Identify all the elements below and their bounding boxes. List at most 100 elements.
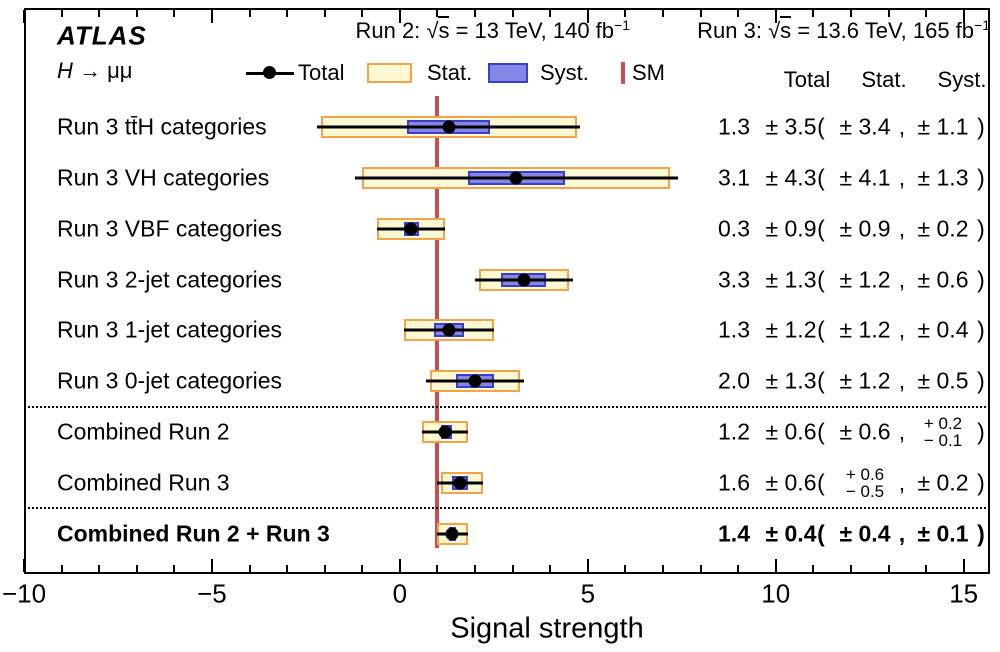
x-tick-top [286, 10, 289, 17]
x-tick-bottom [624, 565, 627, 572]
x-tick-bottom [23, 559, 25, 572]
syst-error-text: ± 0.1 [917, 520, 969, 547]
legend-total-label: Total [298, 60, 345, 85]
column-header-stat: Stat. [861, 67, 907, 92]
x-tick-top [98, 10, 101, 17]
legend-syst-label: Syst. [540, 60, 589, 85]
row-label: Combined Run 3 [57, 469, 230, 496]
x-tick-label: 15 [949, 578, 979, 609]
process-h: H [57, 58, 73, 83]
stat-error-text: ± 1.2 [839, 266, 891, 293]
paren-close: ) [977, 113, 985, 140]
row-label: Combined Run 2 + Run 3 [57, 520, 330, 547]
x-tick-bottom [699, 565, 702, 572]
comma: , [898, 418, 906, 445]
comma: , [898, 520, 906, 547]
paren-close: ) [977, 367, 985, 394]
x-tick-bottom [60, 565, 63, 572]
stat-error-text: ± 1.2 [839, 367, 891, 394]
x-tick-top [173, 10, 176, 17]
x-tick-top [962, 10, 965, 23]
value-text: 3.1 [718, 164, 750, 191]
x-tick-bottom [98, 565, 101, 572]
x-tick-bottom [173, 565, 176, 572]
x-tick-top [549, 10, 552, 17]
x-tick-top [135, 10, 138, 17]
value-text: 1.6 [718, 469, 750, 496]
x-tick-top [849, 10, 852, 17]
sqrt-icon: √ [426, 18, 439, 43]
x-tick-top [361, 10, 364, 17]
central-value-dot [442, 120, 456, 134]
legend-total-marker-dot [263, 66, 276, 79]
row-label: Run 3 VH categories [57, 164, 270, 191]
experiment-label: ATLAS [57, 20, 147, 51]
central-value-dot [438, 425, 452, 439]
paren-open: ( [817, 266, 825, 293]
process-decay: → μμ [72, 58, 133, 83]
stat-error-text: ± 3.4 [839, 113, 891, 140]
x-tick-bottom [248, 565, 251, 572]
stat-error-text: ± 0.9 [839, 215, 891, 242]
syst-error-text-asymmetric: + 0.2− 0.1 [923, 414, 963, 451]
x-tick-top [436, 10, 439, 17]
syst-error-text: ± 0.5 [917, 367, 969, 394]
paren-close: ) [977, 164, 985, 191]
total-error-text: ± 3.5 [765, 113, 817, 140]
total-error-text: ± 0.6 [765, 469, 817, 496]
value-text: 3.3 [718, 266, 750, 293]
syst-error-text: ± 0.6 [917, 266, 969, 293]
paren-open: ( [817, 316, 825, 343]
group-separator [24, 405, 990, 408]
central-value-dot [453, 476, 467, 490]
value-text: 2.0 [718, 367, 750, 394]
paren-open: ( [817, 367, 825, 394]
row-label: Run 3 2-jet categories [57, 266, 283, 293]
paren-close: ) [977, 520, 985, 547]
column-header-total: Total [783, 67, 831, 92]
x-tick-bottom [210, 559, 213, 572]
comma: , [898, 367, 906, 394]
stat-error-text-asymmetric: + 0.6− 0.5 [845, 464, 885, 501]
total-error-text: ± 4.3 [765, 164, 817, 191]
syst-error-text: ± 1.3 [917, 164, 969, 191]
central-value-dot [517, 273, 531, 287]
plot-frame [24, 8, 990, 574]
x-tick-top [699, 10, 702, 17]
central-value-dot [442, 323, 456, 337]
x-tick-label: −5 [197, 578, 227, 609]
central-value-dot [445, 527, 459, 541]
syst-error-text: + 0.2− 0.1 [909, 415, 977, 449]
paren-open: ( [817, 113, 825, 140]
value-text: 1.3 [718, 113, 750, 140]
total-error-text: ± 1.3 [765, 266, 817, 293]
row-label: Run 3 tt̄H categories [57, 113, 267, 140]
paren-open: ( [817, 469, 825, 496]
x-tick-label: 10 [761, 578, 791, 609]
legend-sm-label: SM [632, 60, 665, 85]
x-tick-bottom [925, 565, 928, 572]
x-tick-label: 5 [580, 578, 596, 609]
paren-close: ) [977, 418, 985, 445]
stat-error-text: ± 0.4 [839, 520, 891, 547]
syst-error-text: ± 0.2 [917, 469, 969, 496]
x-tick-bottom [361, 565, 364, 572]
comma: , [898, 266, 906, 293]
x-tick-bottom [286, 565, 289, 572]
stat-error-text: ± 4.1 [839, 164, 891, 191]
legend-stat-swatch [367, 63, 412, 83]
total-error-text: ± 0.6 [765, 418, 817, 445]
paren-open: ( [817, 215, 825, 242]
x-tick-bottom [962, 559, 965, 572]
run3-conditions: Run 3: √s = 13.6 TeV, 165 fb−1 [697, 16, 990, 43]
syst-error-text: ± 0.2 [917, 215, 969, 242]
comma: , [898, 215, 906, 242]
comma: , [898, 469, 906, 496]
paren-close: ) [977, 469, 985, 496]
x-tick-bottom [511, 565, 514, 572]
value-text: 1.4 [718, 520, 750, 547]
x-tick-bottom [474, 565, 477, 572]
x-tick-top [23, 10, 25, 23]
sqrt-icon: √ [768, 18, 781, 43]
x-tick-label: 0 [392, 578, 408, 609]
